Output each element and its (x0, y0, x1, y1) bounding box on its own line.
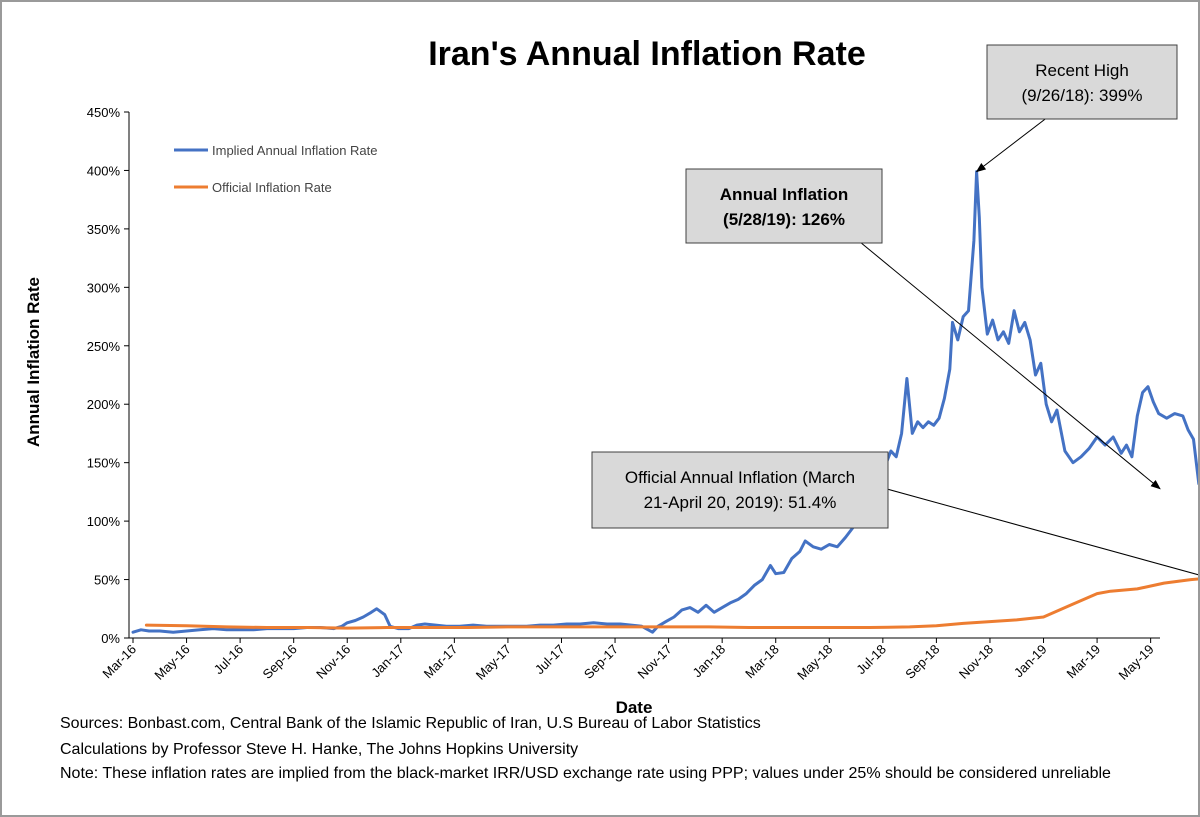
x-tick-label: Nov-18 (956, 642, 996, 682)
y-axis-title: Annual Inflation Rate (24, 277, 43, 447)
x-tick-label: Mar-16 (99, 642, 139, 682)
x-tick-label: Jul-18 (853, 642, 889, 678)
x-tick-label: Jan-19 (1011, 642, 1050, 681)
series-line-official (144, 577, 1198, 630)
y-tick-label: 350% (87, 222, 121, 237)
x-tick-label: Nov-16 (313, 642, 353, 682)
y-tick-label: 400% (87, 163, 121, 178)
x-tick-label: Jan-18 (690, 642, 729, 681)
x-axis: Mar-16 May-16 Jul-16 Sep-16 Nov-16 Jan-17 Mar-… (99, 637, 1160, 683)
callout-box-official-inflation (591, 451, 889, 529)
callout-line-1: Official Annual Inflation (March (625, 468, 855, 487)
x-tick-label: Sep-18 (902, 642, 942, 682)
callout-line-1: Annual Inflation (720, 185, 848, 204)
y-tick-label: 0% (101, 631, 120, 646)
callout-line-2: 21-April 20, 2019): 51.4% (644, 493, 837, 512)
legend: Implied Annual Inflation Rate Official I… (174, 143, 378, 195)
x-tick-label: May-16 (151, 642, 192, 683)
callout-line-2: (5/28/19): 126% (723, 210, 845, 229)
x-tick-label: Jan-17 (368, 642, 407, 681)
footnote-note: Note: These inflation rates are implied … (60, 765, 1111, 782)
x-tick-label: Mar-17 (421, 642, 461, 682)
y-tick-label: 450% (87, 105, 121, 120)
footnote-calculations: Calculations by Professor Steve H. Hanke… (60, 741, 579, 758)
callout-arrow-recent-high (975, 109, 1058, 173)
callout-recent-high: Recent High (9/26/18): 399% (975, 44, 1178, 173)
annotations: Recent High (9/26/18): 399% Annual Infla… (591, 44, 1198, 576)
footnote-sources: Sources: Bonbast.com, Central Bank of th… (60, 715, 761, 732)
callout-line-2: (9/26/18): 399% (1022, 86, 1143, 105)
callout-annual-inflation: Annual Inflation (5/28/19): 126% (685, 168, 1161, 490)
y-tick-label: 150% (87, 456, 121, 471)
y-tick-label: 100% (87, 514, 121, 529)
x-tick-label: Jul-16 (211, 642, 247, 678)
x-tick-label: May-18 (794, 642, 835, 683)
callout-official-inflation: Official Annual Inflation (March 21-Apri… (591, 451, 1198, 576)
callout-box-recent-high (986, 44, 1178, 120)
series-layer (131, 170, 1198, 634)
callout-arrow-official-inflation (886, 488, 1198, 576)
y-tick-label: 250% (87, 339, 121, 354)
x-tick-label: Jul-17 (532, 642, 568, 678)
x-tick-label: May-17 (473, 642, 514, 683)
legend-label-official: Official Inflation Rate (212, 180, 332, 195)
x-tick-label: Sep-16 (260, 642, 300, 682)
y-tick-label: 300% (87, 280, 121, 295)
y-axis: 0% 50% 100% 150% 200% 250% 300% 350% 400% 450% (87, 105, 130, 646)
x-tick-label: Mar-19 (1063, 642, 1103, 682)
y-tick-label: 200% (87, 397, 121, 412)
x-tick-label: Sep-17 (581, 642, 621, 682)
callout-arrow-annual-inflation (859, 241, 1161, 490)
y-tick-label: 50% (94, 573, 120, 588)
callout-box-annual-inflation (685, 168, 883, 244)
chart-title: Iran's Annual Inflation Rate (428, 35, 866, 73)
x-tick-label: May-19 (1115, 642, 1156, 683)
x-axis-title: Date (616, 698, 653, 717)
legend-label-implied: Implied Annual Inflation Rate (212, 143, 378, 158)
x-tick-label: Nov-17 (634, 642, 674, 682)
callout-line-1: Recent High (1035, 61, 1129, 80)
x-tick-label: Mar-18 (742, 642, 782, 682)
series-line-implied (131, 170, 1198, 634)
